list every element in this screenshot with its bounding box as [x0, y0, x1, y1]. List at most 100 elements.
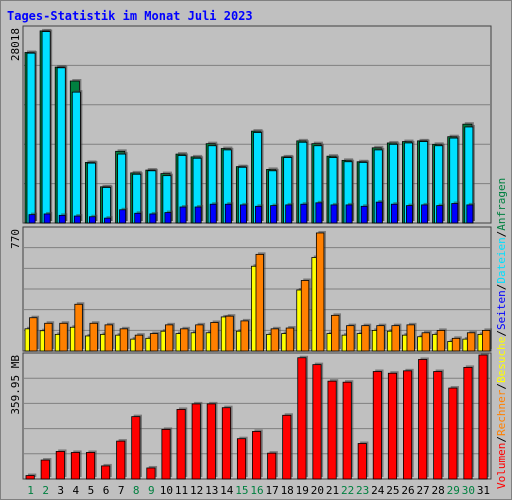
- day-label: 19: [296, 484, 309, 497]
- volumen-bar: [282, 414, 292, 480]
- seiten-bar: [315, 202, 323, 224]
- legend-text: Volumen/Rechner/Besuche/Seiten/Dateien/A…: [495, 178, 508, 489]
- legend-separator: /: [495, 284, 508, 291]
- seiten-bar: [436, 205, 444, 224]
- rechner-bar: [315, 232, 325, 352]
- volumen-bar: [403, 370, 413, 480]
- legend-separator: /: [495, 436, 508, 443]
- seiten-bar: [134, 212, 142, 224]
- rechner-bar: [119, 328, 129, 352]
- rechner-bar: [225, 315, 234, 352]
- legend-separator: /: [495, 330, 508, 337]
- seiten-bar: [360, 205, 368, 224]
- volumen-bar: [85, 452, 96, 480]
- rechner-bar: [421, 332, 430, 352]
- day-label: 15: [235, 484, 248, 497]
- rechner-bar: [300, 280, 310, 352]
- volumen-bar: [342, 381, 352, 480]
- seiten-bar: [149, 213, 157, 224]
- rechner-bar: [331, 314, 340, 352]
- volumen-bar: [387, 372, 398, 480]
- seiten-bar: [58, 214, 66, 224]
- rechner-bar: [210, 322, 219, 352]
- day-label: 16: [250, 484, 263, 497]
- day-label: 31: [477, 484, 490, 497]
- seiten-bar: [209, 203, 217, 224]
- day-label: 24: [371, 484, 385, 497]
- day-label: 21: [326, 484, 339, 497]
- day-label: 30: [462, 484, 475, 497]
- rechner-bar: [74, 303, 83, 352]
- volumen-bar: [176, 409, 186, 480]
- volumen-bar: [236, 438, 247, 480]
- day-label: 1: [27, 484, 34, 497]
- visits-axis-max-label: 770: [9, 229, 22, 249]
- rechner-bar: [149, 333, 159, 352]
- rechner-bar: [44, 322, 53, 352]
- day-label: 9: [148, 484, 155, 497]
- seiten-bar: [194, 206, 202, 224]
- day-label: 18: [281, 484, 294, 497]
- seiten-bar: [421, 204, 429, 224]
- volumen-bar: [478, 354, 488, 480]
- day-label: 6: [103, 484, 110, 497]
- rechner-bar: [391, 325, 400, 352]
- seiten-bar: [406, 205, 413, 224]
- day-label: 8: [133, 484, 140, 497]
- seiten-bar: [119, 209, 127, 224]
- volumen-bar: [161, 428, 171, 480]
- vertical-legend: Volumen/Rechner/Besuche/Seiten/Dateien/A…: [495, 178, 508, 489]
- volumen-bar: [433, 371, 443, 480]
- day-label: 28: [432, 484, 445, 497]
- rechner-bar: [376, 325, 385, 352]
- volumen-bar: [25, 475, 35, 480]
- volumen-bar: [70, 452, 80, 480]
- volumen-bar: [372, 371, 382, 480]
- rechner-bar: [164, 324, 174, 352]
- seiten-bar: [285, 204, 293, 224]
- volume-axis-max-label: 359.95 MB: [9, 355, 22, 415]
- volumen-bar: [357, 443, 367, 480]
- day-label: 29: [447, 484, 460, 497]
- seiten-bar: [88, 216, 96, 224]
- rechner-bar: [104, 324, 113, 352]
- day-label: 14: [220, 484, 234, 497]
- volume-panel: 359.95 MB: [9, 352, 492, 480]
- requests-axis-max-label: 28018: [9, 28, 22, 61]
- volumen-bar: [418, 359, 428, 480]
- rechner-bar: [59, 322, 68, 352]
- dateien-bar: [26, 52, 36, 224]
- day-label: 7: [118, 484, 125, 497]
- volumen-bar: [116, 440, 126, 480]
- day-labels: 1 2 3 4 5 6 7 8 9 10 11 12 13 14 15 16 17 18 19 20 21 22 23 24 2…: [27, 484, 490, 497]
- legend-separator: /: [495, 231, 508, 238]
- rechner-bar: [466, 332, 476, 352]
- day-label: 27: [416, 484, 429, 497]
- rechner-bar: [134, 334, 144, 352]
- rechner-bar: [29, 317, 38, 352]
- seiten-bar: [179, 206, 187, 224]
- requests-panel: 28018: [9, 25, 492, 224]
- dateien-bar: [56, 67, 66, 224]
- rechner-bar: [285, 327, 295, 352]
- day-label: 25: [386, 484, 399, 497]
- seiten-bar: [239, 204, 247, 224]
- volumen-bar: [221, 407, 231, 480]
- volumen-bar: [252, 431, 262, 480]
- rechner-bar: [180, 328, 189, 352]
- volumen-bar: [206, 403, 216, 480]
- volumen-bar: [463, 366, 473, 480]
- legend-separator: /: [495, 383, 508, 390]
- seiten-bar: [255, 205, 262, 224]
- visits-panel: 770: [9, 226, 492, 352]
- seiten-bar: [390, 203, 398, 224]
- rechner-bar: [361, 325, 370, 352]
- chart-title: Tages-Statistik im Monat Juli 2023: [7, 9, 253, 23]
- seiten-bar: [224, 203, 232, 224]
- day-label: 2: [42, 484, 49, 497]
- day-label: 12: [190, 484, 203, 497]
- legend-dateien: Dateien: [495, 237, 508, 283]
- rechner-bar: [406, 324, 415, 352]
